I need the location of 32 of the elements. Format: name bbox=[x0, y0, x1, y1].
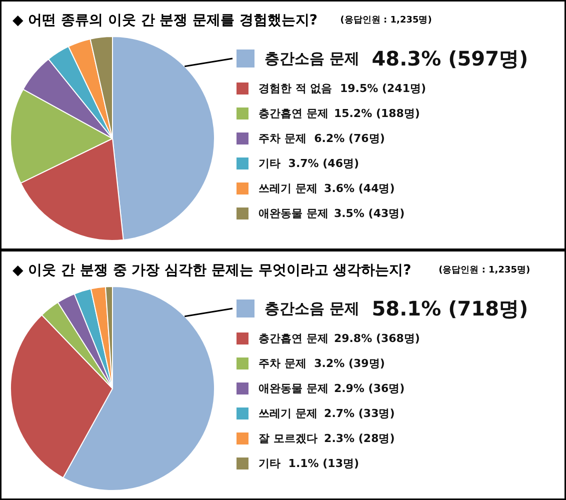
data-label: 6.2% (76명) bbox=[314, 132, 385, 145]
data-label: 58.1% (718명) bbox=[372, 296, 528, 320]
data-label: 1.1% (13명) bbox=[288, 457, 360, 470]
legend-label: 기타 bbox=[258, 157, 280, 170]
chart-subtitle: (응답인원 : 1,235명) bbox=[438, 266, 530, 276]
legend-label: 주차 문제 bbox=[258, 357, 306, 370]
data-label: 3.5% (43명) bbox=[334, 207, 405, 220]
legend-label: 층간흡연 문제 bbox=[258, 332, 328, 345]
legend-label: 기타 bbox=[258, 457, 280, 470]
data-label: 3.2% (39명) bbox=[314, 357, 385, 370]
legend-label: 경험한 적 없음 bbox=[258, 82, 332, 95]
legend-label: 층간소음 문제 bbox=[264, 300, 360, 318]
chart-title: ◆ 어떤 종류의 이웃 간 분쟁 문제를 경험했는지? bbox=[12, 12, 318, 28]
data-label: 3.6% (44명) bbox=[324, 182, 395, 195]
data-label: 19.5% (241명) bbox=[340, 82, 426, 95]
chart-title: ◆ 이웃 간 분쟁 중 가장 심각한 문제는 무엇이라고 생각하는지? bbox=[12, 262, 412, 278]
data-label: 48.3% (597명) bbox=[372, 46, 528, 70]
legend-label: 주차 문제 bbox=[258, 132, 306, 145]
data-label: 29.8% (368명) bbox=[334, 332, 420, 345]
data-label: 2.7% (33명) bbox=[324, 407, 395, 420]
data-label: 15.2% (188명) bbox=[334, 107, 420, 120]
data-label: 2.9% (36명) bbox=[334, 382, 405, 395]
legend-label: 쓰레기 문제 bbox=[258, 182, 318, 195]
chart-subtitle: (응답인원 : 1,235명) bbox=[340, 16, 432, 26]
data-label: 2.3% (28명) bbox=[324, 432, 395, 445]
legend-label: 애완동물 문제 bbox=[258, 207, 328, 220]
legend-label: 쓰레기 문제 bbox=[258, 407, 318, 420]
legend-label: 층간흡연 문제 bbox=[258, 107, 328, 120]
legend-label: 애완동물 문제 bbox=[258, 382, 328, 395]
legend-label: 층간소음 문제 bbox=[264, 50, 360, 68]
data-label: 3.7% (46명) bbox=[288, 157, 360, 170]
legend-label: 잘 모르겠다 bbox=[258, 432, 318, 445]
